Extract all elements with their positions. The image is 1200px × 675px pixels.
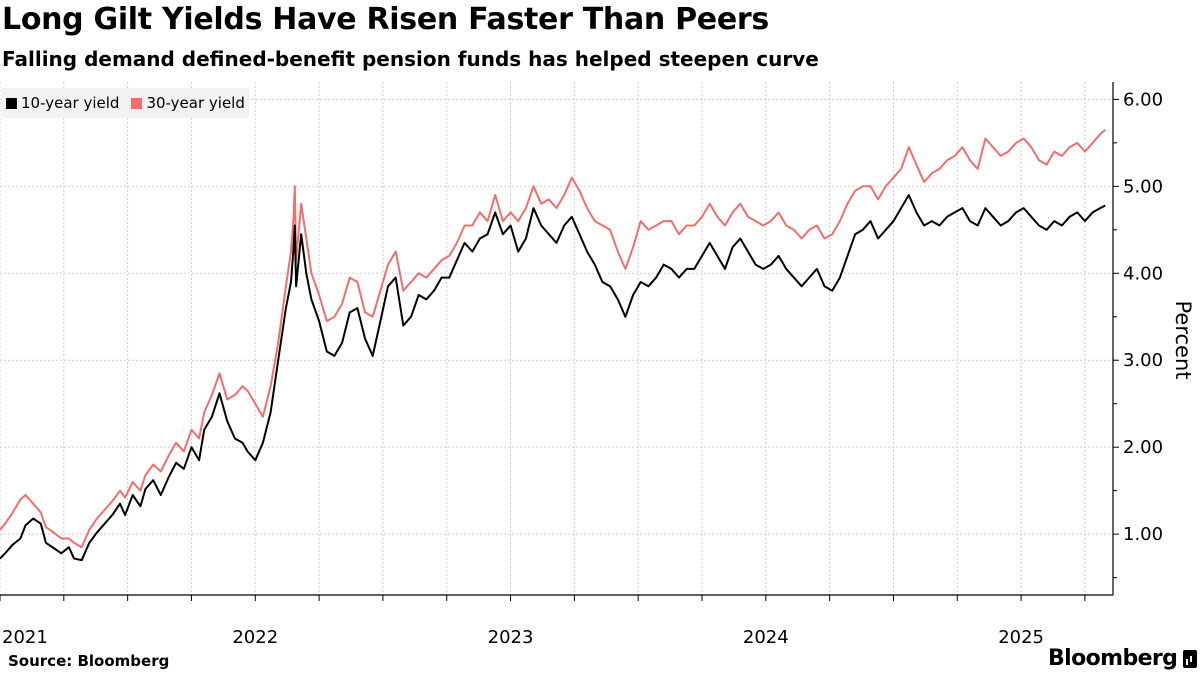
y-axis-label: Percent (1171, 300, 1195, 379)
chart-subtitle: Falling demand defined-benefit pension f… (2, 47, 819, 71)
y-tick-labels: 1.00 2.00 3.00 4.00 5.00 6.00 (1123, 89, 1163, 545)
series-line-10-year (0, 194, 1106, 562)
x-tick-label: 2023 (488, 627, 534, 648)
legend-item-10-year: 10-year yield (6, 94, 119, 112)
y-gridlines (0, 98, 1113, 535)
x-tick-label: 2022 (232, 627, 278, 648)
legend-label-10-year: 10-year yield (21, 94, 120, 112)
y-tick-label: 6.00 (1123, 89, 1163, 110)
source-note: Source: Bloomberg (8, 652, 170, 670)
y-tick-label: 5.00 (1123, 176, 1163, 197)
x-tick-label: 2024 (743, 627, 789, 648)
x-gridlines (0, 82, 1086, 595)
bar-chart-icon (1183, 649, 1198, 668)
legend-label-30-year: 30-year yield (146, 94, 245, 112)
y-tick-label: 2.00 (1123, 437, 1163, 458)
axes (0, 82, 1119, 601)
legend: 10-year yield 30-year yield (2, 88, 249, 118)
x-tick-label: 2021 (2, 627, 48, 648)
legend-swatch-10-year (6, 97, 17, 109)
x-tick-label: 2025 (998, 627, 1044, 648)
chart-title: Long Gilt Yields Have Risen Faster Than … (2, 2, 769, 37)
y-tick-label: 4.00 (1123, 263, 1163, 284)
y-tick-label: 3.00 (1123, 350, 1163, 371)
series-layer (0, 129, 1106, 562)
brand-logo: Bloomberg (1048, 646, 1198, 671)
brand-wordmark: Bloomberg (1048, 646, 1178, 671)
x-tick-labels: 2021 2022 2023 2024 2025 (2, 627, 1044, 648)
legend-item-30-year: 30-year yield (131, 94, 245, 112)
legend-swatch-30-year (131, 97, 143, 109)
y-tick-label: 1.00 (1123, 524, 1163, 545)
series-line-30-year (0, 129, 1106, 549)
